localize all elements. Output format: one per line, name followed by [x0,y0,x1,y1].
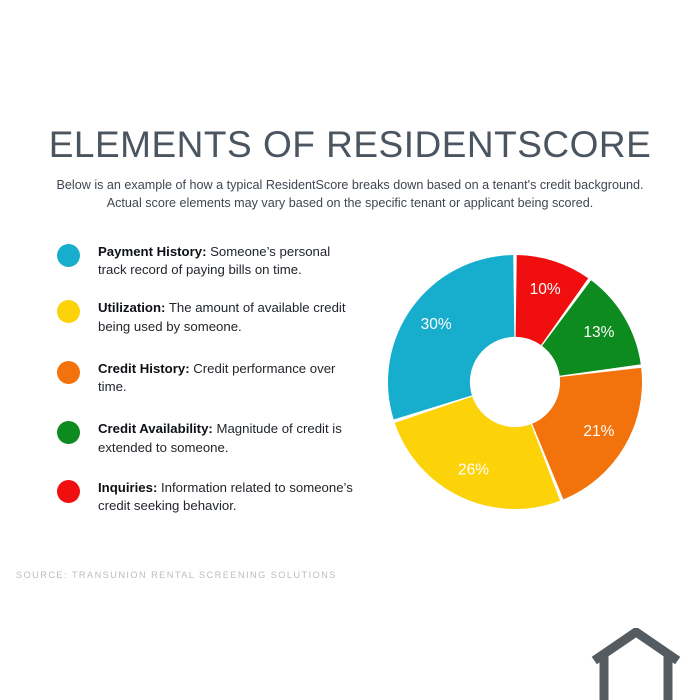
donut-chart: 10% 13% 21% 26% 30% [387,254,643,510]
legend-item-utilization[interactable]: Utilization: The amount of available cre… [57,299,377,335]
legend-swatch-utilization [57,300,80,324]
legend-desc-credit-history: Credit performance over time. [98,360,336,395]
legend-text-credit-availability: Credit Availability: Magnitude of credit… [98,420,360,456]
legend-term-payment-history: Payment History: [98,244,207,259]
donut-slice-credit-history[interactable] [532,367,642,500]
legend-text-utilization: Utilization: The amount of available cre… [98,299,360,335]
legend-item-inquiries[interactable]: Inquiries: Information related to someon… [57,479,377,515]
legend-desc-inquiries: Information related to someone’s credit … [98,479,353,513]
legend-swatch-credit-availability [57,421,80,445]
donut-slice-payment-history[interactable] [388,255,515,420]
legend-desc-utilization: The amount of available credit being use… [98,300,346,334]
legend-swatch-payment-history [57,244,80,267]
header: ELEMENTS OF RESIDENTSCORE Below is an ex… [0,126,700,213]
house-roof-logo [590,628,682,700]
subtitle-line-2: Actual score elements may vary based on … [106,196,594,211]
legend-item-payment-history[interactable]: Payment History: Someone’s personal trac… [57,243,377,279]
donut-slice-credit-availability[interactable] [542,280,641,376]
legend-desc-credit-availability: Magnitude of credit is extended to someo… [98,421,342,455]
legend-item-credit-availability[interactable]: Credit Availability: Magnitude of credit… [57,420,377,456]
subtitle-line-1: Below is an example of how a typical Res… [56,178,644,192]
legend-term-utilization: Utilization: [98,300,166,316]
page-title: ELEMENTS OF RESIDENTSCORE [48,124,652,165]
legend-swatch-inquiries [57,479,80,503]
legend-text-inquiries: Inquiries: Information related to someon… [98,479,360,515]
donut-slice-utilization[interactable] [394,396,561,509]
donut-slice-label-utilization: 26% [458,462,489,479]
page-subtitle: Below is an example of how a typical Res… [30,176,670,213]
donut-slice-label-credit-availability: 13% [583,324,614,341]
legend-desc-payment-history: Someone’s personal track record of payin… [98,244,331,278]
source-note: SOURCE: TRANSUNION RENTAL SCREENING SOLU… [16,570,337,580]
legend-item-credit-history[interactable]: Credit History: Credit performance over … [57,360,377,396]
donut-slice-label-inquiries: 10% [530,281,561,298]
donut-slice-label-payment-history: 30% [421,316,452,333]
donut-slice-label-credit-history: 21% [583,423,614,440]
donut-chart-svg: 10% 13% 21% 26% 30% [388,255,642,509]
legend-term-inquiries: Inquiries: [98,479,158,495]
legend-text-payment-history: Payment History: Someone’s personal trac… [98,243,360,279]
legend-swatch-credit-history [57,360,80,384]
legend-term-credit-availability: Credit Availability: [98,421,213,437]
legend-term-credit-history: Credit History: [98,360,190,376]
legend: Payment History: Someone’s personal trac… [57,243,377,515]
donut-slice-inquiries[interactable] [515,255,589,346]
legend-text-credit-history: Credit History: Credit performance over … [98,360,360,396]
